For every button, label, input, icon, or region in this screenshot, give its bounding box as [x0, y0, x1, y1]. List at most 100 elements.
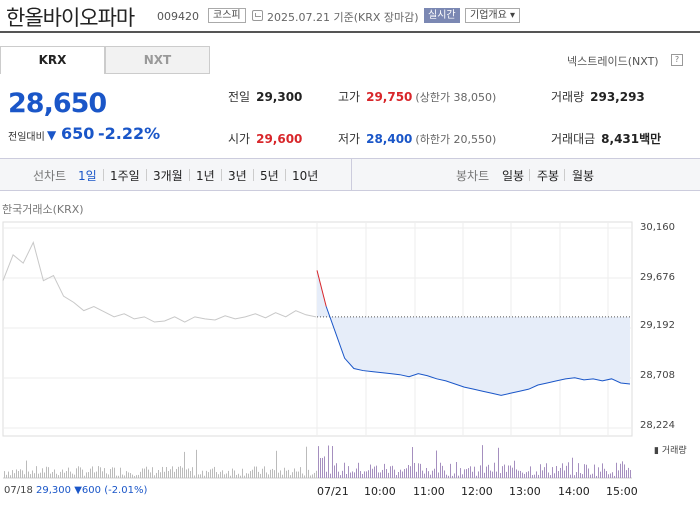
volume-bar — [358, 462, 359, 478]
volume-bar — [482, 445, 483, 478]
stock-code: 009420 — [157, 10, 199, 23]
y-tick-label: 28,224 — [640, 420, 675, 431]
volume-bar — [266, 472, 267, 478]
volume-bar — [140, 471, 141, 478]
volume-bar — [156, 472, 157, 478]
volume-bar — [128, 472, 129, 478]
stat-open: 시가 29,600 — [228, 130, 302, 147]
volume-bar — [280, 470, 281, 478]
volume-bar — [552, 467, 553, 478]
stat-high-value: 29,750 — [366, 90, 413, 104]
volume-bar — [346, 473, 347, 478]
volume-bar — [176, 468, 177, 478]
period-1d[interactable]: 1일 — [78, 169, 97, 183]
volume-bar — [152, 467, 153, 478]
volume-bar — [360, 471, 361, 478]
chevron-down-icon: ▾ — [510, 10, 516, 21]
stat-open-value: 29,600 — [256, 132, 303, 146]
divider — [253, 169, 254, 181]
volume-bar — [450, 463, 451, 478]
volume-bar — [438, 472, 439, 478]
stat-high: 고가 29,750 (상한가 38,050) — [338, 88, 496, 105]
volume-bar — [614, 475, 615, 478]
candle-monthly[interactable]: 월봉 — [572, 169, 595, 183]
volume-bar — [96, 471, 97, 478]
volume-bar — [94, 472, 95, 478]
prev-day-info: 07/18 29,300 ▼600 (-2.01%) — [4, 485, 147, 496]
volume-bar — [426, 467, 427, 478]
candle-daily[interactable]: 일봉 — [502, 169, 525, 183]
volume-bar — [330, 473, 331, 478]
volume-bar — [546, 463, 547, 478]
volume-bar — [570, 474, 571, 478]
divider — [189, 169, 190, 181]
volume-bar — [356, 468, 357, 478]
volume-bar — [40, 472, 41, 478]
volume-bar — [124, 475, 125, 478]
volume-bar — [502, 466, 503, 478]
volume-bar — [510, 465, 511, 478]
volume-bar — [196, 449, 197, 478]
candle-weekly[interactable]: 주봉 — [537, 169, 560, 183]
prev-day-price: 29,300 — [36, 485, 72, 496]
period-1w[interactable]: 1주일 — [110, 169, 140, 183]
volume-bar — [60, 471, 61, 478]
x-tick-label: 10:00 — [364, 485, 396, 498]
volume-bar — [218, 474, 219, 478]
volume-bar — [136, 475, 137, 478]
volume-bar — [174, 471, 175, 478]
volume-bar — [166, 467, 167, 478]
volume-bar — [608, 474, 609, 478]
candle-chart-label: 봉차트 — [456, 169, 490, 183]
volume-bar — [580, 473, 581, 478]
volume-bar — [414, 462, 415, 478]
help-icon[interactable]: ? — [671, 54, 683, 66]
realtime-button[interactable]: 실시간 — [424, 8, 460, 23]
volume-bar — [624, 464, 625, 478]
period-5y[interactable]: 5년 — [260, 169, 279, 183]
volume-bar — [522, 472, 523, 478]
volume-bar — [474, 466, 475, 478]
down-arrow-icon: ▼ — [74, 485, 82, 496]
period-1y[interactable]: 1년 — [196, 169, 215, 183]
volume-bar — [44, 472, 45, 478]
volume-bar — [490, 470, 491, 478]
volume-bar — [348, 466, 349, 478]
volume-bar — [122, 474, 123, 478]
volume-bar — [306, 446, 307, 478]
stat-low-label: 저가 — [338, 132, 361, 146]
volume-bar — [500, 473, 501, 478]
volume-bar — [562, 463, 563, 478]
volume-bar — [48, 467, 49, 478]
stat-amount-unit: 백만 — [639, 132, 662, 146]
volume-bar — [576, 472, 577, 478]
stat-high-label: 고가 — [338, 90, 361, 104]
volume-bar — [376, 465, 377, 478]
divider — [564, 169, 565, 181]
tab-nxt[interactable]: NXT — [105, 46, 210, 74]
volume-bar — [630, 469, 631, 478]
volume-bar — [24, 474, 25, 478]
volume-bar — [442, 465, 443, 478]
company-overview-button[interactable]: 기업개요 ▾ — [465, 8, 521, 23]
stat-volume-label: 거래량 — [551, 90, 585, 104]
volume-bar — [472, 471, 473, 478]
volume-bar — [258, 471, 259, 478]
volume-bar — [556, 466, 557, 478]
volume-bar — [22, 470, 23, 478]
volume-bar — [616, 462, 617, 478]
exchange-label: 한국거래소(KRX) — [2, 203, 84, 216]
volume-bar — [106, 473, 107, 478]
volume-bar — [484, 472, 485, 478]
volume-bar — [28, 471, 29, 478]
period-3m[interactable]: 3개월 — [153, 169, 183, 183]
volume-bar — [244, 475, 245, 478]
volume-bar — [440, 462, 441, 478]
period-3y[interactable]: 3년 — [228, 169, 247, 183]
volume-bar — [6, 474, 7, 478]
volume-bar — [68, 467, 69, 478]
period-10y[interactable]: 10년 — [292, 169, 319, 183]
x-tick-label: 07/21 — [317, 485, 349, 498]
tab-krx[interactable]: KRX — [0, 46, 105, 74]
